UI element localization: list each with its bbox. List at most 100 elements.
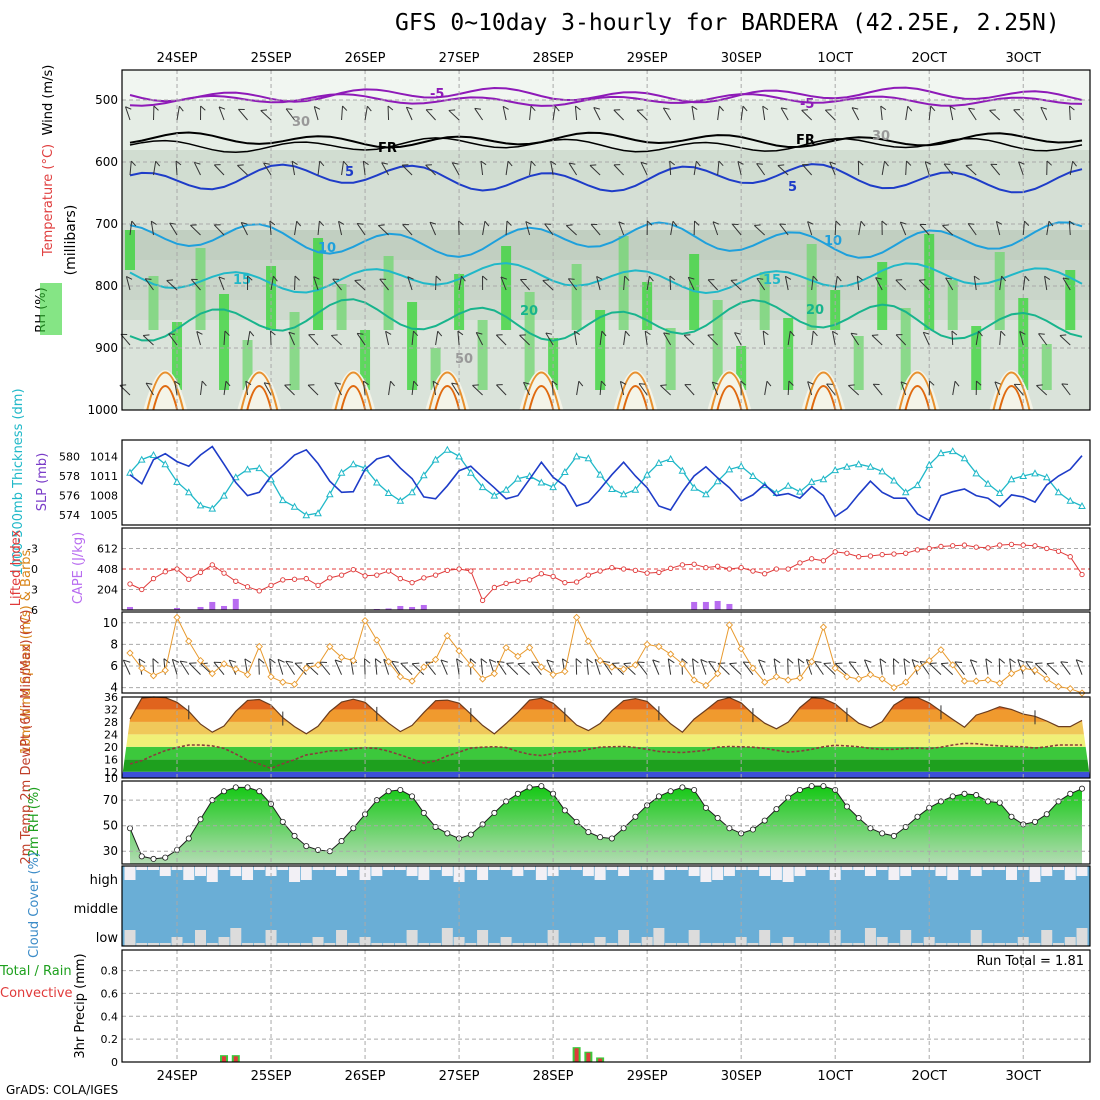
low-cloud-gap <box>1017 937 1029 946</box>
wind-barb <box>687 277 695 291</box>
li-marker <box>491 584 497 591</box>
thickness-marker <box>913 481 922 489</box>
wind-barb <box>730 280 742 291</box>
wind-barb <box>625 330 630 337</box>
high-cloud-gap <box>277 866 289 870</box>
wind-barb <box>590 224 601 236</box>
low-cloud-gap <box>148 943 160 946</box>
wind-barb <box>525 221 532 225</box>
high-cloud-gap <box>700 866 712 882</box>
wind-barb <box>663 107 670 110</box>
high-cloud-gap <box>958 866 970 870</box>
wind-barb <box>357 332 364 335</box>
wind-speed-marker <box>831 664 839 672</box>
wind-barb <box>334 382 341 385</box>
wind-speed-marker <box>584 637 593 645</box>
low-cloud-gap <box>347 943 359 946</box>
wind-speed-marker <box>208 669 216 678</box>
wind-barb <box>196 331 202 346</box>
low-cloud-gap <box>676 943 688 946</box>
rh-tick-label: 50 <box>103 819 118 833</box>
wind-barb <box>601 380 607 386</box>
rh-marker <box>914 813 921 820</box>
rh-marker <box>221 788 228 795</box>
wind-barb <box>502 106 507 121</box>
wind-barb <box>864 659 872 663</box>
thickness-marker <box>866 462 875 470</box>
low-cloud-gap <box>359 937 371 946</box>
wind-barb <box>440 659 448 663</box>
rh-marker <box>256 788 263 795</box>
wind-barb <box>286 108 293 110</box>
wind-barb <box>119 384 127 386</box>
thickness-marker <box>608 484 616 493</box>
rh-marker <box>185 835 192 842</box>
rh-moist-cell <box>383 256 394 330</box>
high-cloud-gap <box>148 866 160 870</box>
wind-barb <box>831 331 836 346</box>
low-cloud-gap <box>853 943 865 946</box>
isotherm-30 <box>810 385 837 411</box>
low-cloud-gap <box>641 937 653 946</box>
wind-barb <box>145 382 153 385</box>
thickness-marker <box>208 504 217 512</box>
wind-barb <box>319 661 331 675</box>
li-marker <box>244 584 251 590</box>
wind-barb <box>1024 220 1030 226</box>
wind-speed-marker <box>984 676 992 684</box>
wind-barb <box>341 161 345 176</box>
wind-barb <box>258 658 265 664</box>
wind-barb <box>875 277 883 291</box>
rh-marker <box>691 786 698 793</box>
wind-barb <box>691 105 698 111</box>
li-marker <box>597 568 603 574</box>
wind-barb <box>269 658 276 664</box>
high-cloud-gap <box>970 866 982 876</box>
wind-barb <box>517 663 530 676</box>
pressure-tick-label: 700 <box>95 217 118 231</box>
wind-barb <box>835 220 841 226</box>
wind-barb <box>1013 383 1024 396</box>
isotherm-25 <box>898 371 937 411</box>
isotherm-freezing <box>129 137 1083 154</box>
rh-moist-cell <box>947 280 958 330</box>
wind-barb <box>169 222 176 225</box>
wind-barb <box>500 276 507 291</box>
thickness-marker <box>1078 501 1086 510</box>
wind-speed-marker <box>902 678 910 686</box>
rh-marker <box>197 816 204 823</box>
cloud-row-label: high <box>90 873 118 888</box>
wind-barb <box>848 384 855 387</box>
cape-bar <box>127 606 133 610</box>
temp-tick-label: 24 <box>104 728 118 741</box>
wind-barb <box>168 333 175 335</box>
wind-barb <box>646 220 653 226</box>
wind-speed-marker <box>525 644 534 652</box>
li-marker <box>809 556 815 562</box>
low-cloud-gap <box>124 930 136 946</box>
wind-barb <box>529 161 532 176</box>
rh-marker <box>855 815 862 822</box>
wind-barb <box>550 160 557 165</box>
wind-barb <box>700 659 707 675</box>
wind-speed-marker <box>608 663 616 671</box>
wind-barb <box>789 330 795 337</box>
wind-barb <box>762 105 769 111</box>
thickness-marker <box>819 475 828 483</box>
wind-barb <box>169 222 178 236</box>
wind-barb <box>247 331 251 346</box>
wind-barb <box>900 381 907 396</box>
wind-barb <box>201 380 207 387</box>
high-cloud-gap <box>853 866 865 870</box>
low-cloud-gap <box>594 937 606 946</box>
li-marker <box>891 551 897 557</box>
wind-barb <box>742 661 754 675</box>
slp-tick-label: 1008 <box>90 490 118 503</box>
cloud-row-label: low <box>96 931 119 946</box>
isotherm-30 <box>998 385 1025 411</box>
thickness-marker <box>972 469 981 477</box>
wind-barb <box>391 660 401 675</box>
wind-barb <box>766 380 772 387</box>
isotherm-20 <box>129 298 1083 342</box>
wind-barb <box>895 334 907 346</box>
